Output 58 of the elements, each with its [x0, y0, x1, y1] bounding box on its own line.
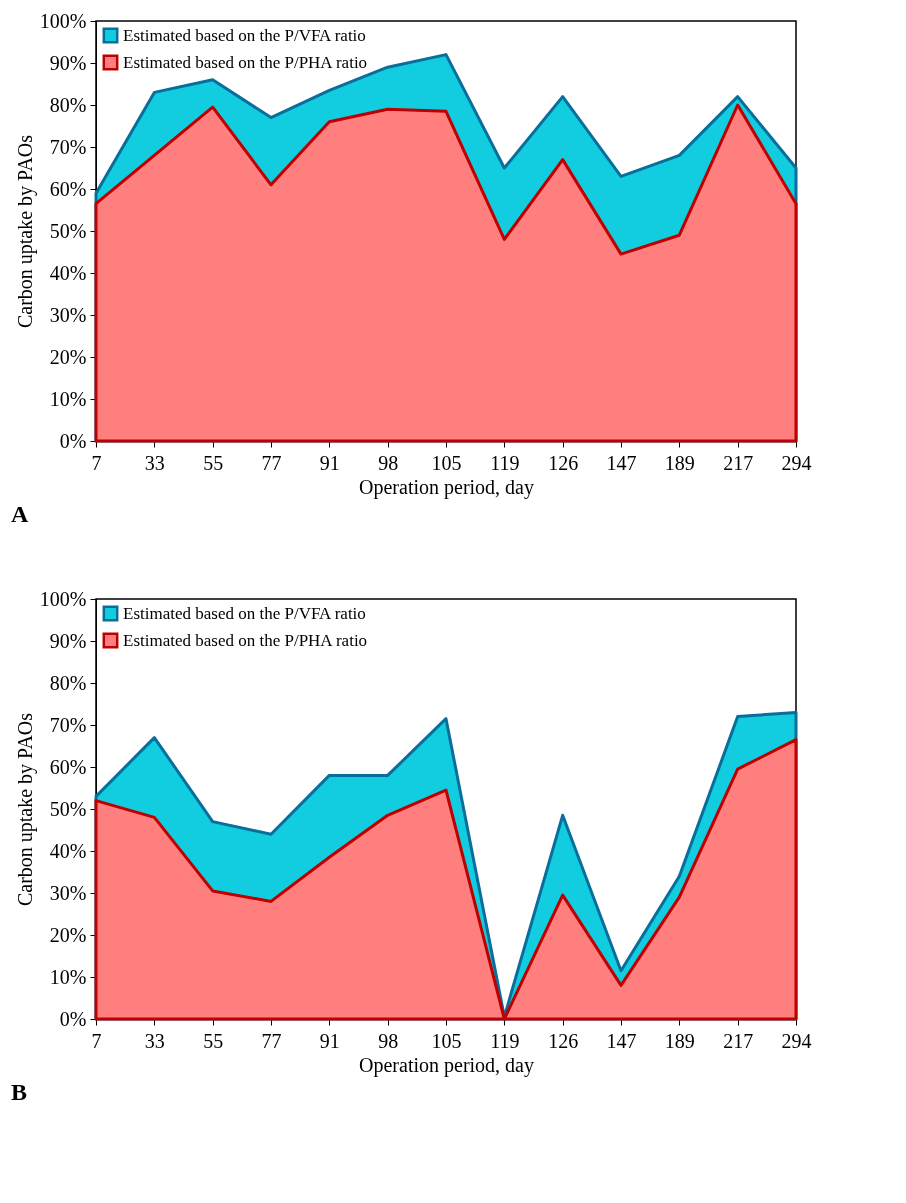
y-tick-label: 20% [49, 923, 87, 946]
x-tick-label: 91 [319, 451, 340, 474]
y-axis-title: Carbon uptake by PAOs [13, 712, 37, 907]
x-tick-label: 33 [144, 1029, 165, 1052]
x-tick-label: 7 [91, 451, 102, 474]
y-tick-label: 20% [49, 345, 87, 368]
x-tick-label: 189 [664, 1029, 695, 1052]
x-tick-label: 98 [378, 451, 399, 474]
legend-label: Estimated based on the P/PHA ratio [123, 52, 368, 72]
x-tick-label: 217 [723, 451, 754, 474]
x-axis-title: Operation period, day [359, 475, 534, 499]
y-tick-label: 10% [49, 965, 87, 988]
x-tick-label: 55 [203, 1029, 224, 1052]
y-tick-label: 100% [39, 9, 87, 32]
y-tick-label: 90% [49, 51, 87, 74]
x-tick-label: 119 [490, 1029, 520, 1052]
y-tick-label: 80% [49, 671, 87, 694]
x-tick-label: 147 [606, 451, 637, 474]
legend-label: Estimated based on the P/VFA ratio [123, 603, 366, 623]
y-tick-label: 70% [49, 135, 87, 158]
y-tick-label: 50% [49, 219, 87, 242]
x-tick-label: 217 [723, 1029, 754, 1052]
text: B [11, 1079, 28, 1105]
x-tick-label: 7 [91, 1029, 102, 1052]
x-tick-label: 77 [261, 1029, 282, 1052]
x-tick-label: 189 [664, 451, 695, 474]
x-tick-label: 126 [548, 1029, 579, 1052]
text: A [11, 501, 29, 527]
y-tick-label: 40% [49, 839, 87, 862]
x-tick-label: 55 [203, 451, 224, 474]
x-tick-label: 147 [606, 1029, 637, 1052]
legend-label: Estimated based on the P/PHA ratio [123, 630, 368, 650]
x-tick-label: 294 [781, 451, 812, 474]
x-tick-label: 105 [431, 451, 462, 474]
x-axis-title: Operation period, day [359, 1053, 534, 1077]
x-tick-label: 98 [378, 1029, 399, 1052]
y-tick-label: 70% [49, 713, 87, 736]
y-tick-label: 50% [49, 797, 87, 820]
y-tick-label: 10% [49, 387, 87, 410]
x-tick-label: 119 [490, 451, 520, 474]
y-tick-label: 0% [59, 1007, 87, 1030]
y-tick-label: 60% [49, 177, 87, 200]
y-axis-title: Carbon uptake by PAOs [13, 134, 37, 329]
x-tick-label: 33 [144, 451, 165, 474]
y-tick-label: 0% [59, 429, 87, 452]
y-tick-label: 60% [49, 755, 87, 778]
y-tick-label: 40% [49, 261, 87, 284]
y-tick-label: 100% [39, 587, 87, 610]
x-tick-label: 91 [319, 1029, 340, 1052]
y-tick-label: 30% [49, 881, 87, 904]
x-tick-label: 126 [548, 451, 579, 474]
x-tick-label: 294 [781, 1029, 812, 1052]
y-tick-label: 80% [49, 93, 87, 116]
y-tick-label: 30% [49, 303, 87, 326]
x-tick-label: 77 [261, 451, 282, 474]
legend-label: Estimated based on the P/VFA ratio [123, 25, 366, 45]
x-tick-label: 105 [431, 1029, 462, 1052]
y-tick-label: 90% [49, 629, 87, 652]
